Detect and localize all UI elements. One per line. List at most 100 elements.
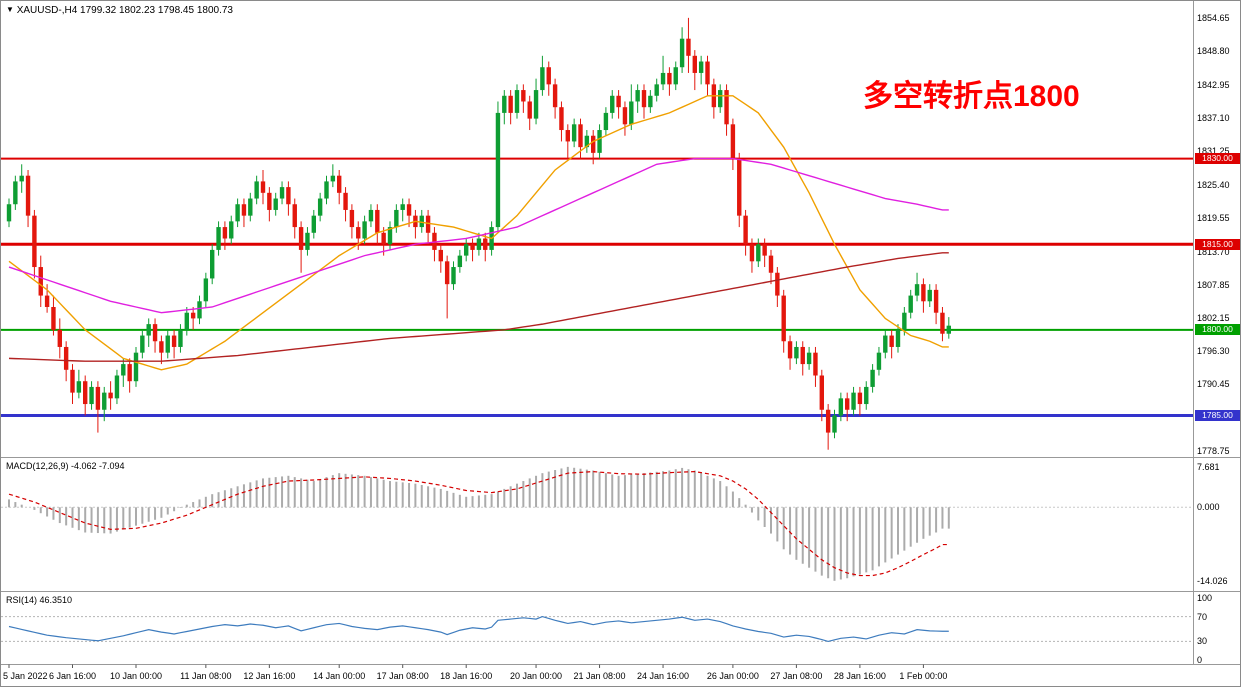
candle-body xyxy=(902,312,907,330)
candle-body xyxy=(565,130,570,142)
candle-body xyxy=(324,181,329,199)
candle-body xyxy=(794,346,799,359)
ma-slow-darkred xyxy=(8,252,949,362)
candle-body xyxy=(76,381,82,393)
candle-body xyxy=(781,295,786,342)
candle-body xyxy=(394,209,399,228)
rsi-indicator-label: RSI(14) 46.3510 xyxy=(6,595,73,605)
candle-body xyxy=(476,238,482,250)
rsi-line xyxy=(8,615,949,643)
candle-body xyxy=(559,107,564,131)
candle-body xyxy=(70,369,75,393)
candle-body xyxy=(254,181,259,199)
candle-body xyxy=(578,124,583,148)
price-axis-label: 1825.40 xyxy=(1197,179,1230,190)
candle-body xyxy=(159,341,164,353)
symbol-marker-icon: ▼ xyxy=(6,5,14,14)
symbol-ohlc-text: XAUUSD-,H4 1799.32 1802.23 1798.45 1800.… xyxy=(16,5,233,16)
candle-body xyxy=(622,107,628,125)
candle-body xyxy=(724,90,729,125)
candle-body xyxy=(864,386,869,405)
candle-body xyxy=(718,90,723,108)
candle-body xyxy=(908,295,913,313)
candle-body xyxy=(286,187,291,205)
candle-body xyxy=(63,346,69,370)
candle-body xyxy=(775,272,780,296)
candle-body xyxy=(83,381,88,405)
candle-body xyxy=(57,329,62,347)
candle-body xyxy=(51,307,56,330)
candle-body xyxy=(743,215,748,245)
candle-body xyxy=(768,255,774,273)
candle-body xyxy=(533,90,539,119)
candle-body xyxy=(597,130,602,153)
candle-body xyxy=(825,409,831,433)
candle-body xyxy=(552,84,558,108)
price-line-badge: 1830.00 xyxy=(1195,153,1240,165)
candle-body xyxy=(216,227,221,250)
time-axis-label: 17 Jan 08:00 xyxy=(376,671,429,681)
candle-body xyxy=(857,392,863,405)
time-axis-label: 14 Jan 00:00 xyxy=(313,671,366,681)
candle-body xyxy=(114,375,120,399)
candle-body xyxy=(197,301,202,319)
candle-body xyxy=(102,392,107,410)
candle-body xyxy=(241,204,247,216)
candle-body xyxy=(305,232,310,250)
candle-body xyxy=(432,232,437,250)
time-axis-label: 26 Jan 00:00 xyxy=(706,671,759,681)
candle-body xyxy=(406,204,412,216)
price-axis-label: 1802.15 xyxy=(1197,312,1230,323)
rsi-axis-label: 0 xyxy=(1197,655,1203,665)
candle-body xyxy=(584,135,590,148)
candle-body xyxy=(800,346,805,365)
candle-body xyxy=(337,175,342,193)
price-axis-label: 1837.10 xyxy=(1197,113,1230,124)
time-axis-label: 6 Jan 16:00 xyxy=(48,671,97,681)
candle-body xyxy=(571,124,577,142)
candle-body xyxy=(883,335,888,353)
candle-body xyxy=(845,398,850,410)
candle-body xyxy=(819,375,824,410)
candle-body xyxy=(876,352,882,370)
candle-body xyxy=(152,324,158,342)
candle-body xyxy=(692,55,697,73)
price-axis-label: 1842.95 xyxy=(1197,79,1230,90)
candle-body xyxy=(127,364,132,382)
candle-body xyxy=(914,284,920,296)
candle-body xyxy=(387,227,393,245)
candle-body xyxy=(540,67,545,91)
candle-body xyxy=(521,90,526,102)
candle-body xyxy=(648,95,653,108)
annotation-text: 多空转折点1800 xyxy=(863,80,1080,113)
candle-body xyxy=(184,312,189,330)
candle-body xyxy=(38,267,43,296)
candle-body xyxy=(895,329,901,347)
candle-body xyxy=(362,221,367,239)
candle-body xyxy=(89,386,94,405)
candle-body xyxy=(222,227,228,239)
candle-body xyxy=(927,289,932,302)
candle-body xyxy=(438,249,443,262)
time-axis-label: 10 Jan 00:00 xyxy=(109,671,163,681)
time-axis-label: 11 Jan 08:00 xyxy=(180,671,232,681)
candle-body xyxy=(870,369,875,387)
candle-body xyxy=(660,72,666,85)
candle-body xyxy=(133,352,139,382)
price-axis-label: 1831.25 xyxy=(1197,146,1230,157)
candle-body xyxy=(610,95,615,113)
price-axis-label: 1854.65 xyxy=(1197,12,1230,23)
candle-body xyxy=(679,38,685,68)
candle-body xyxy=(140,335,145,353)
candle-body xyxy=(19,175,24,182)
price-line-badge: 1815.00 xyxy=(1195,238,1240,250)
candle-body xyxy=(444,261,450,285)
candle-body xyxy=(654,84,659,96)
candle-body xyxy=(248,198,253,216)
candle-body xyxy=(260,181,266,193)
candle-body xyxy=(419,215,424,228)
candle-body xyxy=(32,215,37,268)
